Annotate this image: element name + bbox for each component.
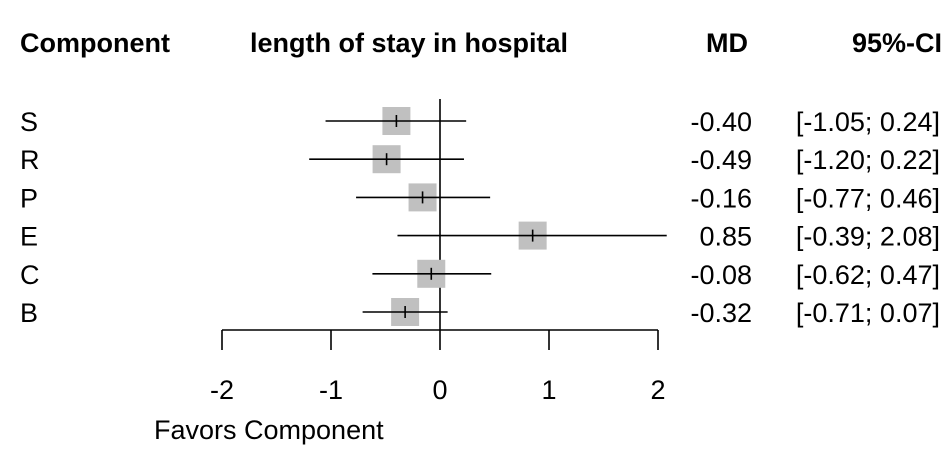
row-label: R — [20, 145, 40, 175]
row-label: B — [20, 298, 38, 328]
md-value: -0.08 — [690, 260, 752, 290]
ci-value: [-0.62; 0.47] — [796, 260, 940, 290]
header-md: MD — [706, 28, 748, 58]
ci-value: [-1.20; 0.22] — [796, 145, 940, 175]
x-tick-label: 0 — [432, 375, 447, 405]
md-value: -0.32 — [690, 298, 752, 328]
x-tick-label: 1 — [541, 375, 556, 405]
row-label: S — [20, 107, 38, 137]
header-component: Component — [20, 28, 170, 58]
x-axis-label: Favors Component — [154, 415, 384, 445]
ci-value: [-0.39; 2.08] — [796, 222, 940, 252]
md-value: -0.40 — [690, 107, 752, 137]
header-title: length of stay in hospital — [250, 28, 569, 58]
header-ci: 95%-CI — [851, 28, 942, 58]
ci-value: [-0.77; 0.46] — [796, 183, 940, 213]
row-label: C — [20, 260, 40, 290]
x-tick-label: 2 — [650, 375, 665, 405]
x-tick-label: -2 — [210, 375, 234, 405]
md-value: -0.49 — [690, 145, 752, 175]
row-label: P — [20, 183, 38, 213]
md-value: -0.16 — [690, 183, 752, 213]
ci-value: [-1.05; 0.24] — [796, 107, 940, 137]
md-value: 0.85 — [699, 222, 752, 252]
ci-value: [-0.71; 0.07] — [796, 298, 940, 328]
x-tick-label: -1 — [319, 375, 343, 405]
row-label: E — [20, 222, 38, 252]
